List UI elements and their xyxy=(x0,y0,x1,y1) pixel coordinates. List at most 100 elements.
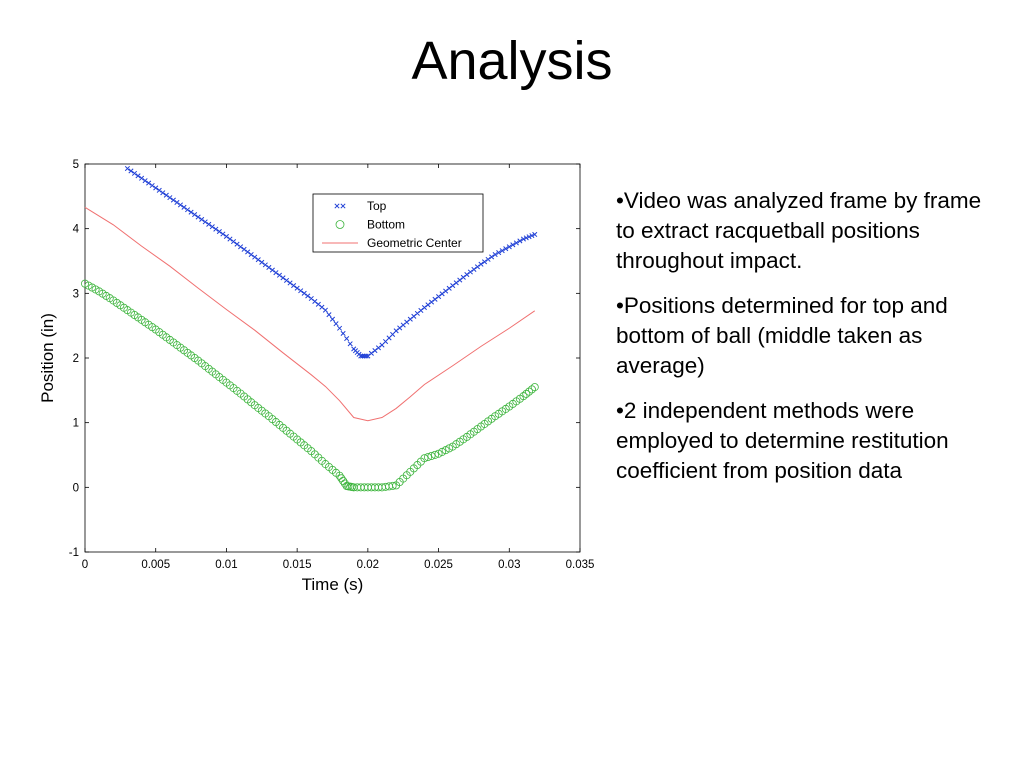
data-point-top xyxy=(344,336,350,342)
data-point-top xyxy=(167,195,173,201)
data-point-top xyxy=(131,170,138,176)
legend-marker-top xyxy=(334,203,340,209)
slide-title: Analysis xyxy=(411,31,613,91)
data-point-bottom xyxy=(431,450,440,459)
data-point-top xyxy=(526,234,532,240)
data-point-bottom xyxy=(527,385,536,394)
legend-label-geometric-center: Geometric Center xyxy=(367,236,462,250)
data-point-top xyxy=(478,261,484,267)
data-point-top xyxy=(523,235,529,241)
data-point-top xyxy=(177,202,184,208)
x-tick-label: 0.035 xyxy=(566,559,595,571)
data-point-top xyxy=(363,353,369,359)
data-point-top xyxy=(156,187,162,193)
data-point-top xyxy=(216,229,222,235)
bullet-item: •Positions determined for top and bottom… xyxy=(616,293,948,378)
data-point-top xyxy=(506,244,512,250)
data-point-top xyxy=(184,207,191,213)
data-point-top xyxy=(457,277,463,283)
data-point-top xyxy=(135,173,141,179)
data-point-top xyxy=(467,269,473,275)
data-point-top xyxy=(322,307,328,313)
bullet-item: •Video was analyzed frame by frame to ex… xyxy=(616,188,982,273)
data-point-top xyxy=(446,285,452,291)
data-point-bottom xyxy=(339,476,348,485)
data-point-top xyxy=(503,246,509,252)
data-point-bottom xyxy=(420,454,429,463)
data-point-top xyxy=(142,178,148,184)
data-point-top xyxy=(375,345,382,351)
data-point-top xyxy=(481,259,488,265)
data-point-top xyxy=(499,248,505,254)
data-point-top xyxy=(174,199,180,206)
y-tick-label: 0 xyxy=(73,482,79,494)
data-point-top xyxy=(298,288,304,294)
data-point-bottom xyxy=(519,392,528,401)
data-point-top xyxy=(241,246,247,252)
data-point-top xyxy=(485,256,491,262)
data-point-top xyxy=(365,353,371,359)
data-point-top xyxy=(248,251,254,258)
data-point-bottom xyxy=(388,481,397,490)
data-point-top xyxy=(153,185,159,191)
data-point-top xyxy=(213,226,219,232)
data-point-top xyxy=(188,209,194,215)
data-point-bottom xyxy=(525,387,534,396)
series-line-geometric-center xyxy=(84,206,536,422)
data-point-top xyxy=(471,266,477,272)
data-point-top xyxy=(163,192,169,198)
data-point-top xyxy=(301,290,307,296)
data-point-top xyxy=(368,350,374,356)
data-point-top xyxy=(450,283,456,289)
legend-marker-bottom xyxy=(335,220,345,229)
data-point-top xyxy=(287,280,293,286)
data-point-top xyxy=(496,250,502,256)
data-point-top xyxy=(128,168,134,174)
legend-label-top: Top xyxy=(367,199,387,213)
data-point-top xyxy=(294,285,300,291)
data-point-top xyxy=(192,212,198,218)
x-tick-label: 0.02 xyxy=(357,559,379,571)
data-point-top xyxy=(529,233,535,239)
data-point-top xyxy=(139,175,145,181)
data-point-top xyxy=(337,325,343,331)
data-point-top xyxy=(146,180,152,186)
y-tick-label: -1 xyxy=(69,547,79,559)
data-point-top xyxy=(425,302,431,308)
data-point-top xyxy=(276,272,283,278)
data-point-top xyxy=(305,293,311,299)
data-point-bottom xyxy=(337,474,346,483)
data-point-top xyxy=(283,277,290,283)
data-point-top xyxy=(372,348,378,354)
position-chart: 0 0.005 0.01 0.015 0.02 0.025 0.03 0.035 -1 0 1 2 3 4… xyxy=(30,150,620,610)
data-point-top xyxy=(262,262,268,268)
y-tick-label: 5 xyxy=(73,159,79,171)
data-point-top xyxy=(453,280,459,286)
data-point-top xyxy=(428,299,435,305)
data-point-top xyxy=(199,216,205,223)
data-point-top xyxy=(230,239,237,245)
data-point-top xyxy=(202,219,208,225)
data-point-top xyxy=(280,275,286,281)
y-axis-label: Position (in) xyxy=(38,313,57,403)
data-point-top xyxy=(252,254,258,260)
data-point-top xyxy=(464,272,470,278)
data-point-top xyxy=(460,274,466,280)
data-point-top xyxy=(329,316,336,322)
x-tick-label: 0.005 xyxy=(141,559,170,571)
data-point-bottom xyxy=(522,389,531,398)
data-point-top xyxy=(520,236,526,242)
data-point-top xyxy=(474,264,481,270)
data-point-top xyxy=(227,236,233,242)
data-point-top xyxy=(532,231,538,238)
data-point-top xyxy=(255,257,261,263)
x-tick-label: 0.03 xyxy=(498,559,520,571)
data-point-top xyxy=(170,197,176,203)
data-point-top xyxy=(439,291,445,297)
x-tick-label: 0.015 xyxy=(283,559,312,571)
data-point-top xyxy=(513,240,519,246)
data-point-top xyxy=(223,233,229,239)
bullet-item: •2 independent methods were employed to … xyxy=(616,398,949,483)
data-point-top xyxy=(517,238,523,244)
y-tick-label: 3 xyxy=(73,288,79,300)
